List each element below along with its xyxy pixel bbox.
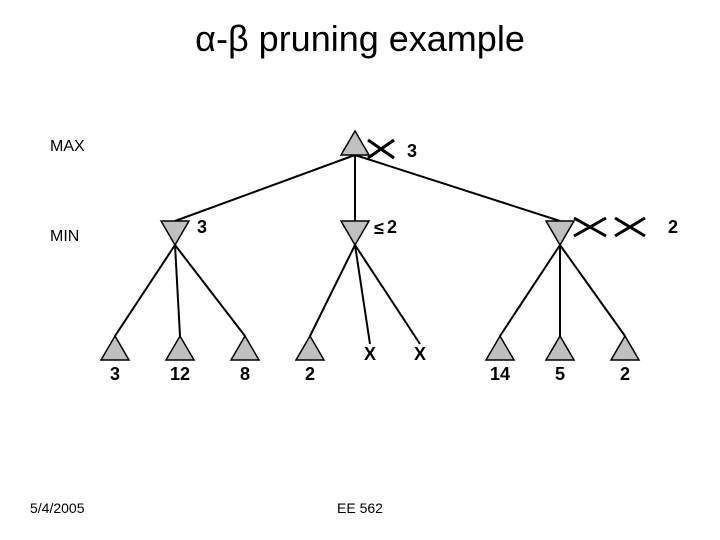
svg-text:≤: ≤ (374, 218, 384, 238)
svg-text:8: 8 (240, 364, 250, 384)
svg-text:3: 3 (110, 364, 120, 384)
svg-text:X: X (414, 344, 426, 364)
slide: α-β pruning example MAXMIN332≤231282XX14… (0, 0, 720, 540)
svg-text:2: 2 (620, 364, 630, 384)
svg-text:MIN: MIN (50, 228, 79, 245)
footer-course: EE 562 (0, 500, 720, 516)
svg-text:2: 2 (668, 217, 678, 237)
svg-text:5: 5 (555, 364, 565, 384)
svg-text:MAX: MAX (50, 138, 85, 155)
alpha-beta-tree-diagram: MAXMIN332≤231282XX1452 (0, 125, 720, 425)
svg-text:3: 3 (407, 141, 417, 161)
svg-text:2: 2 (305, 364, 315, 384)
svg-text:X: X (364, 344, 376, 364)
svg-text:3: 3 (197, 217, 207, 237)
svg-text:2: 2 (387, 217, 397, 237)
svg-text:14: 14 (490, 364, 510, 384)
slide-title: α-β pruning example (0, 18, 720, 60)
svg-text:12: 12 (170, 364, 190, 384)
